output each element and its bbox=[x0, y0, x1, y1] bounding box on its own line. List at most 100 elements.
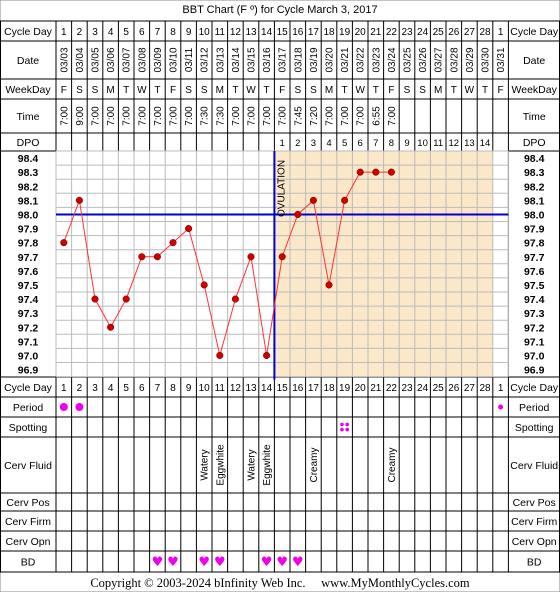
y-tick-label: 97.8 bbox=[18, 238, 39, 250]
date-cell: 03/05 bbox=[91, 47, 102, 72]
y-tick-label-right: 97.3 bbox=[524, 308, 545, 320]
cycle-day-cell-bottom: 13 bbox=[245, 383, 257, 394]
copyright-footer: Copyright © 2003-2024 bInfinity Web Inc.… bbox=[90, 576, 470, 590]
date-cell: 03/06 bbox=[106, 47, 117, 72]
temperature-point bbox=[247, 253, 255, 261]
date-cell: 03/23 bbox=[371, 47, 382, 72]
y-tick-label-right: 97.0 bbox=[524, 350, 545, 362]
temperature-point bbox=[185, 225, 193, 233]
date-cell: 03/17 bbox=[278, 47, 289, 72]
cycle-day-cell: 18 bbox=[323, 27, 335, 38]
cerv-fluid-label: Watery bbox=[200, 449, 211, 480]
row-label-date-left: Date bbox=[17, 55, 39, 67]
cycle-day-cell-bottom: 1 bbox=[498, 383, 504, 394]
time-cell: 7:00 bbox=[231, 106, 242, 126]
cycle-day-cell: 21 bbox=[370, 27, 382, 38]
cycle-day-cell: 25 bbox=[433, 27, 445, 38]
date-cell: 03/14 bbox=[231, 47, 242, 72]
row-label-bd-bottom-left: BD bbox=[21, 557, 36, 569]
y-tick-label-right: 98.3 bbox=[524, 167, 545, 179]
time-cell: 7:45 bbox=[293, 106, 304, 126]
cycle-day-cell: 23 bbox=[401, 27, 413, 38]
weekday-cell: S bbox=[310, 85, 317, 96]
row-label-cerv_pos-bottom-right: Cerv Pos bbox=[513, 497, 556, 509]
row-label-spotting-bottom-right: Spotting bbox=[515, 422, 554, 434]
date-cell: 03/25 bbox=[403, 47, 414, 72]
time-cell: 7:00 bbox=[278, 106, 289, 126]
cycle-day-cell: 14 bbox=[261, 27, 273, 38]
cycle-day-cell-bottom: 22 bbox=[386, 383, 398, 394]
cycle-day-cell: 27 bbox=[464, 27, 476, 38]
bd-heart-icon: ♥ bbox=[261, 555, 273, 570]
cycle-day-cell-bottom: 6 bbox=[139, 383, 145, 394]
cycle-day-cell-bottom: 23 bbox=[401, 383, 413, 394]
time-cell: 7:00 bbox=[387, 106, 398, 126]
date-cell: 03/09 bbox=[153, 47, 164, 72]
cycle-day-cell-bottom: 2 bbox=[77, 383, 83, 394]
cycle-day-cell-bottom: 3 bbox=[92, 383, 98, 394]
y-tick-label-right: 97.1 bbox=[524, 336, 545, 348]
cycle-day-cell: 2 bbox=[77, 27, 83, 38]
cycle-day-cell: 11 bbox=[215, 27, 226, 38]
date-cell: 03/26 bbox=[418, 47, 429, 72]
row-label-date-right: Date bbox=[523, 55, 545, 67]
weekday-cell: T bbox=[264, 85, 270, 96]
dpo-cell: 11 bbox=[433, 138, 443, 149]
row-label-weekday-right: WeekDay bbox=[512, 84, 558, 96]
cycle-day-cell: 6 bbox=[139, 27, 145, 38]
dpo-cell: 7 bbox=[373, 138, 378, 149]
chart-title: BBT Chart (F º) for Cycle March 3, 2017 bbox=[182, 4, 377, 16]
cerv-fluid-label: Watery bbox=[247, 449, 258, 480]
cycle-day-cell: 16 bbox=[292, 27, 304, 38]
cycle-day-cell-bottom: 12 bbox=[230, 383, 242, 394]
row-labels: Cycle Day Cycle Day Date Date WeekDay WeekDay… bbox=[4, 26, 559, 569]
weekday-cell: W bbox=[137, 85, 147, 96]
row-label-cycle_day-bottom-right: Cycle Day bbox=[510, 382, 559, 394]
temperature-point bbox=[169, 239, 177, 247]
y-tick-label: 97.6 bbox=[18, 266, 39, 278]
cycle-day-cell: 1 bbox=[61, 27, 67, 38]
weekday-cell: T bbox=[123, 85, 129, 96]
time-cell: 7:20 bbox=[309, 106, 320, 126]
cycle-day-cell-bottom: 8 bbox=[170, 383, 176, 394]
y-tick-label-right: 98.1 bbox=[524, 195, 545, 207]
y-tick-label-right: 96.9 bbox=[524, 365, 545, 377]
spotting-marker bbox=[345, 427, 350, 432]
date-cell: 03/30 bbox=[481, 47, 492, 72]
cycle-day-cell: 10 bbox=[199, 27, 211, 38]
date-cell: 03/19 bbox=[309, 47, 320, 72]
y-tick-label-right: 97.9 bbox=[524, 224, 545, 236]
date-cell: 03/24 bbox=[387, 47, 398, 72]
weekday-cell: S bbox=[419, 85, 426, 96]
row-label-time-left: Time bbox=[17, 111, 40, 123]
cycle-day-cell: 28 bbox=[479, 27, 491, 38]
ovulation-label: OVULATION bbox=[276, 160, 287, 217]
cycle-day-cell-bottom: 25 bbox=[433, 383, 445, 394]
dpo-cell: 6 bbox=[358, 138, 363, 149]
time-cell: 7:00 bbox=[153, 106, 164, 126]
row-label-bd-bottom-right: BD bbox=[527, 557, 542, 569]
cycle-day-cell-bottom: 19 bbox=[339, 383, 351, 394]
cycle-day-cell: 1 bbox=[498, 27, 504, 38]
weekday-cell: S bbox=[185, 85, 192, 96]
temperature-point bbox=[325, 281, 333, 289]
temperature-point bbox=[153, 253, 161, 261]
dpo-cell: 4 bbox=[326, 138, 331, 149]
time-cell: 7:00 bbox=[340, 106, 351, 126]
cycle-day-cell-bottom: 28 bbox=[479, 383, 491, 394]
weekday-cell: T bbox=[154, 85, 160, 96]
y-tick-label-right: 97.6 bbox=[524, 266, 545, 278]
spotting-marker bbox=[340, 427, 344, 432]
plot-area: OVULATION bbox=[55, 150, 509, 380]
row-label-time-right: Time bbox=[523, 111, 546, 123]
weekday-cell: T bbox=[373, 85, 379, 96]
row-label-spotting-bottom-left: Spotting bbox=[9, 422, 48, 434]
date-cell: 03/16 bbox=[262, 47, 273, 72]
date-cell: 03/22 bbox=[356, 47, 367, 72]
y-tick-label-right: 98.4 bbox=[524, 153, 545, 165]
bd-heart-icon: ♥ bbox=[152, 555, 164, 570]
temperature-point bbox=[231, 295, 239, 303]
y-tick-label: 97.3 bbox=[18, 308, 39, 320]
cerv-fluid-label: Eggwhite bbox=[262, 444, 273, 486]
